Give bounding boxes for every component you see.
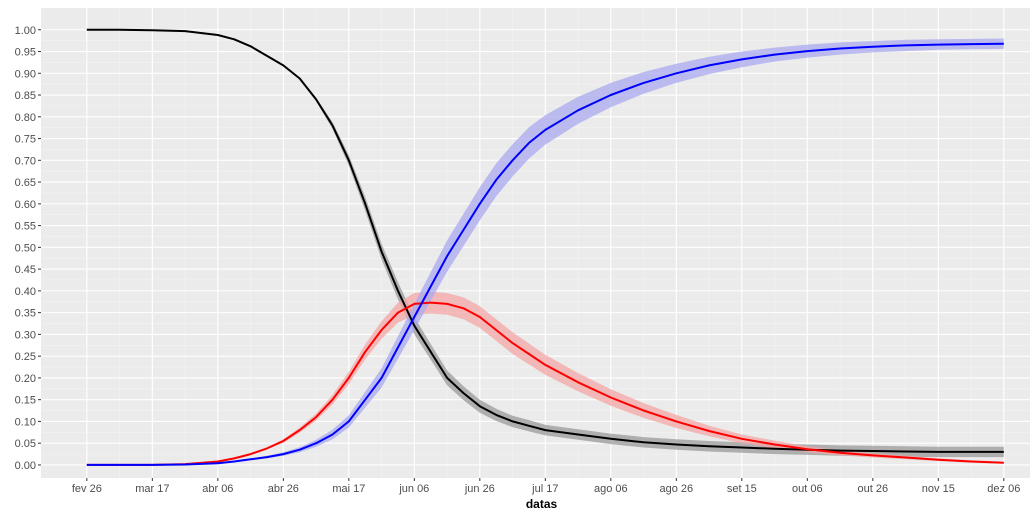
x-tick-label: jun 26 bbox=[464, 483, 495, 495]
y-tick-label: 0.75 bbox=[15, 134, 36, 146]
x-tick-label: fev 26 bbox=[72, 483, 102, 495]
y-tick-label: 0.35 bbox=[15, 308, 36, 320]
y-tick-label: 0.60 bbox=[15, 199, 36, 211]
y-tick-label: 0.15 bbox=[15, 395, 36, 407]
x-tick-label: mar 17 bbox=[135, 483, 169, 495]
x-tick-label: dez 06 bbox=[987, 483, 1020, 495]
y-tick-label: 0.40 bbox=[15, 286, 36, 298]
y-tick-label: 0.25 bbox=[15, 351, 36, 363]
x-tick-label: jul 17 bbox=[531, 483, 558, 495]
y-tick-label: 0.20 bbox=[15, 373, 36, 385]
y-tick-label: 0.30 bbox=[15, 329, 36, 341]
y-tick-label: 0.50 bbox=[15, 242, 36, 254]
x-tick-label: out 26 bbox=[858, 483, 889, 495]
y-axis: 0.00 0.05 0.10 0.15 0.20 0.25 0.30 0.35 0.40 0.45… bbox=[15, 25, 41, 472]
x-tick-label: ago 26 bbox=[659, 483, 693, 495]
y-tick-label: 0.05 bbox=[15, 438, 36, 450]
y-tick-label: 0.55 bbox=[15, 221, 36, 233]
series-line-0 bbox=[86, 28, 1004, 453]
plot-panel bbox=[41, 8, 1030, 478]
x-axis-title: datas bbox=[526, 497, 558, 511]
y-tick-label: 0.85 bbox=[15, 90, 36, 102]
x-tick-label: abr 06 bbox=[202, 483, 233, 495]
y-tick-label: 0.45 bbox=[15, 264, 36, 276]
y-tick-label: 0.70 bbox=[15, 155, 36, 167]
x-tick-label: nov 15 bbox=[922, 483, 955, 495]
series-line-2 bbox=[86, 42, 1004, 466]
y-tick-label: 1.00 bbox=[15, 25, 36, 37]
x-tick-label: mai 17 bbox=[332, 483, 365, 495]
y-tick-label: 0.10 bbox=[15, 416, 36, 428]
x-tick-label: out 06 bbox=[792, 483, 823, 495]
y-tick-label: 0.80 bbox=[15, 112, 36, 124]
x-tick-label: jun 06 bbox=[398, 483, 429, 495]
x-tick-label: set 15 bbox=[727, 483, 757, 495]
x-axis: fev 26 mar 17 abr 06 abr 26 mai 17 jun 06 jun … bbox=[72, 478, 1020, 495]
y-tick-label: 0.65 bbox=[15, 177, 36, 189]
series-lines bbox=[86, 28, 1004, 466]
x-tick-label: ago 06 bbox=[594, 483, 628, 495]
series-band-2 bbox=[86, 38, 1004, 465]
x-tick-label: abr 26 bbox=[268, 483, 299, 495]
y-tick-label: 0.00 bbox=[15, 460, 36, 472]
series-line-1 bbox=[86, 301, 1004, 466]
y-tick-label: 0.95 bbox=[15, 47, 36, 59]
confidence-bands bbox=[86, 29, 1004, 465]
y-tick-label: 0.90 bbox=[15, 68, 36, 80]
